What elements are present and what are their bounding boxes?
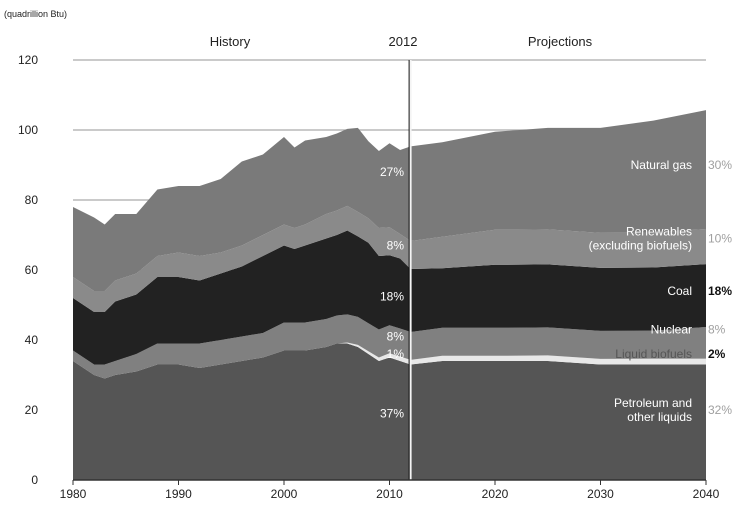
x-tick-label-2000: 2000 [271,487,298,501]
side-label-line-4-0: Liquid biofuels [615,347,692,361]
pct-2012-4: 1% [387,347,405,361]
area-3 [73,230,706,365]
y-tick-label-60: 60 [25,263,39,277]
header-history: History [210,34,251,49]
side-pct-3: 8% [708,323,726,337]
side-label-line-3-0: Nuclear [651,323,692,337]
area-2 [73,314,706,379]
side-pct-4: 2% [708,347,726,361]
side-label-5: Petroleum and other liquids [614,396,692,424]
x-tick-label-2010: 2010 [376,487,403,501]
area-layers [73,60,706,480]
area-labels: Natural gas 30% Renewables (excluding biofu… [380,158,732,424]
header-divider-year: 2012 [389,34,418,49]
y-tick-label-20: 20 [25,403,39,417]
chart-header: History 2012 Projections [210,34,593,49]
side-label-4: Liquid biofuels [615,347,692,361]
pct-2012-1: 8% [387,239,405,253]
axes: 1980 1990 2000 2010 2020 2030 2040020406080100… [18,53,720,501]
side-label-3: Nuclear [651,323,692,337]
area-0 [73,343,706,480]
side-label-line-0-0: Natural gas [631,158,692,172]
y-tick-label-40: 40 [25,333,39,347]
side-pct-5: 32% [708,403,732,417]
pct-2012-5: 37% [380,407,404,421]
side-label-line-5-0: Petroleum and [614,396,692,410]
x-tick-label-1980: 1980 [60,487,87,501]
side-label-0: Natural gas [631,158,692,172]
side-pct-1: 10% [708,232,732,246]
pct-2012-3: 8% [387,330,405,344]
y-tick-label-80: 80 [25,193,39,207]
x-tick-label-2020: 2020 [482,487,509,501]
area-4 [73,205,706,312]
header-projections: Projections [528,34,593,49]
side-pct-2: 18% [708,284,732,298]
side-label-line-1-0: Renewables [626,225,692,239]
side-label-line-1-1: (excluding biofuels) [589,239,692,253]
y-tick-label-120: 120 [18,53,38,67]
unit-label: (quadrillion Btu) [4,9,67,19]
side-label-line-5-1: other liquids [627,410,692,424]
pct-2012-2: 18% [380,289,404,303]
side-label-line-2-0: Coal [667,284,692,298]
pct-2012-0: 27% [380,165,404,179]
x-tick-label-2030: 2030 [587,487,614,501]
side-label-2: Coal [667,284,692,298]
side-label-1: Renewables (excluding biofuels) [589,225,692,253]
y-tick-label-100: 100 [18,123,38,137]
side-pct-0: 30% [708,158,732,172]
area-1 [73,342,706,379]
x-tick-label-2040: 2040 [693,487,720,501]
x-tick-label-1990: 1990 [165,487,192,501]
area-5 [73,110,706,291]
y-tick-label-0: 0 [31,473,38,487]
